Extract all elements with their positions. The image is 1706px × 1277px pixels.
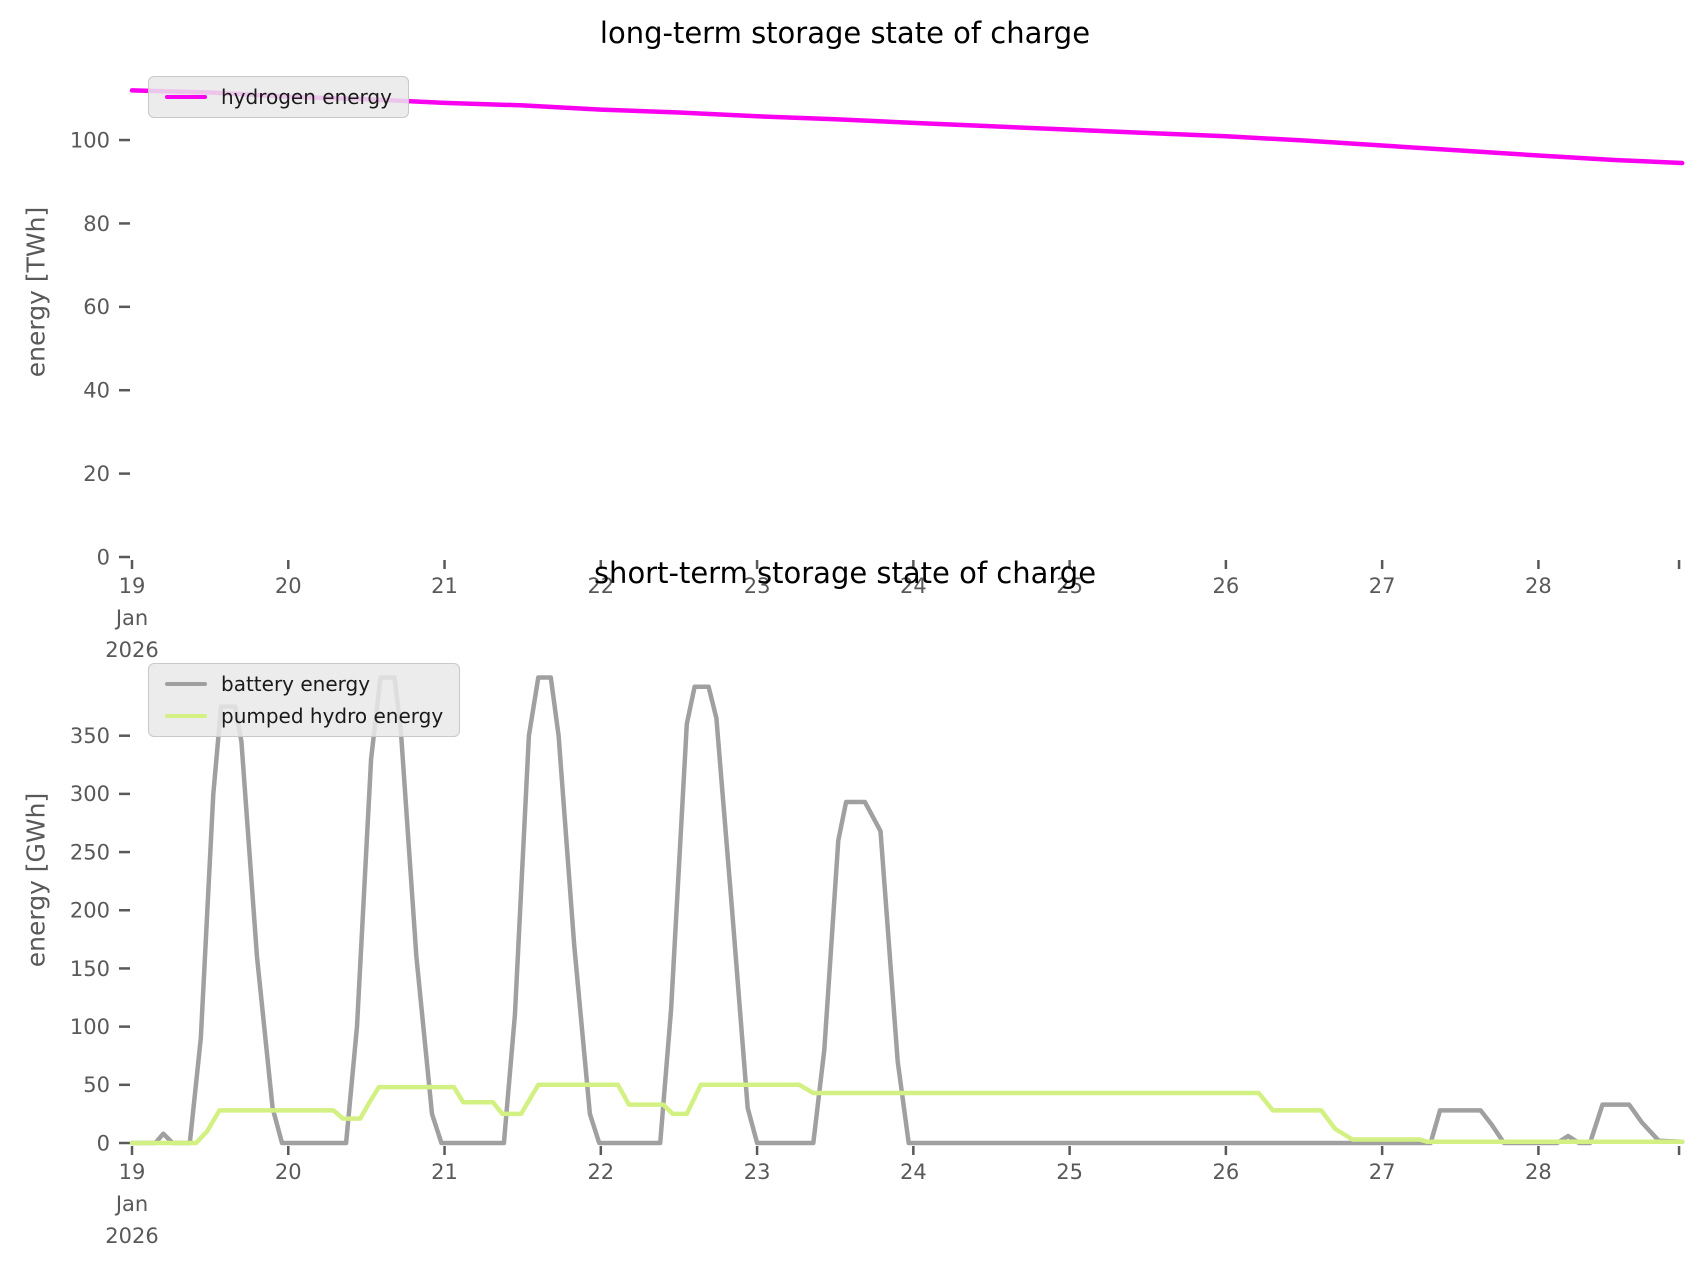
x-tick-label: 19 bbox=[119, 1160, 146, 1184]
legend-label-hydrogen: hydrogen energy bbox=[221, 85, 392, 109]
y-tick-label: 60 bbox=[83, 295, 110, 319]
x-tick-label: 21 bbox=[431, 1160, 458, 1184]
pumped-hydro-line-swatch bbox=[165, 714, 207, 718]
x-tick-label: 24 bbox=[900, 574, 927, 598]
battery-line-swatch bbox=[165, 682, 207, 686]
x-tick-label: 20 bbox=[275, 574, 302, 598]
series-line-pumped-hydro-energy bbox=[129, 1082, 1685, 1146]
y-tick-label: 200 bbox=[70, 899, 110, 923]
x-tick-label: 28 bbox=[1525, 1160, 1552, 1184]
x-tick-label: Jan bbox=[114, 1192, 148, 1216]
legend-label-battery: battery energy bbox=[221, 672, 371, 696]
x-tick-label: 21 bbox=[431, 574, 458, 598]
x-tick-label: 23 bbox=[744, 574, 771, 598]
x-tick-label: 27 bbox=[1369, 1160, 1396, 1184]
x-tick-label: 20 bbox=[275, 1160, 302, 1184]
y-tick-label: 250 bbox=[70, 840, 110, 864]
legend-item-pumped-hydro: pumped hydro energy bbox=[165, 704, 443, 728]
x-tick-label: 24 bbox=[900, 1160, 927, 1184]
y-tick-label: 100 bbox=[70, 128, 110, 152]
legend-item-battery: battery energy bbox=[165, 672, 443, 696]
x-tick-label: 25 bbox=[1056, 574, 1083, 598]
legend-long-term: hydrogen energy bbox=[148, 76, 409, 118]
x-tick-label: 27 bbox=[1369, 574, 1396, 598]
x-tick-label: 25 bbox=[1056, 1160, 1083, 1184]
y-tick-label: 100 bbox=[70, 1015, 110, 1039]
y-tick-label: 0 bbox=[97, 1131, 110, 1155]
y-tick-label: 350 bbox=[70, 724, 110, 748]
legend-item-hydrogen: hydrogen energy bbox=[165, 85, 392, 109]
chart-title-short-term-storage: short-term storage state of charge bbox=[593, 556, 1097, 590]
chart-title-long-term-storage: long-term storage state of charge bbox=[599, 16, 1091, 50]
x-tick-label: 2026 bbox=[105, 638, 158, 662]
x-tick-label: 23 bbox=[744, 1160, 771, 1184]
y-tick-label: 50 bbox=[83, 1073, 110, 1097]
x-tick-label: 19 bbox=[119, 574, 146, 598]
x-tick-label: 26 bbox=[1213, 1160, 1240, 1184]
y-tick-label: 150 bbox=[70, 957, 110, 981]
x-tick-label: 22 bbox=[587, 1160, 614, 1184]
y-tick-label: 40 bbox=[83, 379, 110, 403]
x-tick-label: 28 bbox=[1525, 574, 1552, 598]
legend-short-term: battery energy pumped hydro energy bbox=[148, 663, 461, 737]
y-tick-label: 300 bbox=[70, 782, 110, 806]
series-line-battery-energy bbox=[129, 675, 1685, 1146]
x-tick-label: Jan bbox=[114, 606, 148, 630]
y-tick-label: 80 bbox=[83, 212, 110, 236]
y-tick-label: 0 bbox=[97, 545, 110, 569]
legend-label-pumped-hydro: pumped hydro energy bbox=[221, 704, 444, 728]
y-tick-label: 20 bbox=[83, 462, 110, 486]
x-tick-label: 26 bbox=[1213, 574, 1240, 598]
x-tick-label: 22 bbox=[587, 574, 614, 598]
hydrogen-line-swatch bbox=[165, 95, 207, 99]
x-tick-label: 2026 bbox=[105, 1224, 158, 1248]
